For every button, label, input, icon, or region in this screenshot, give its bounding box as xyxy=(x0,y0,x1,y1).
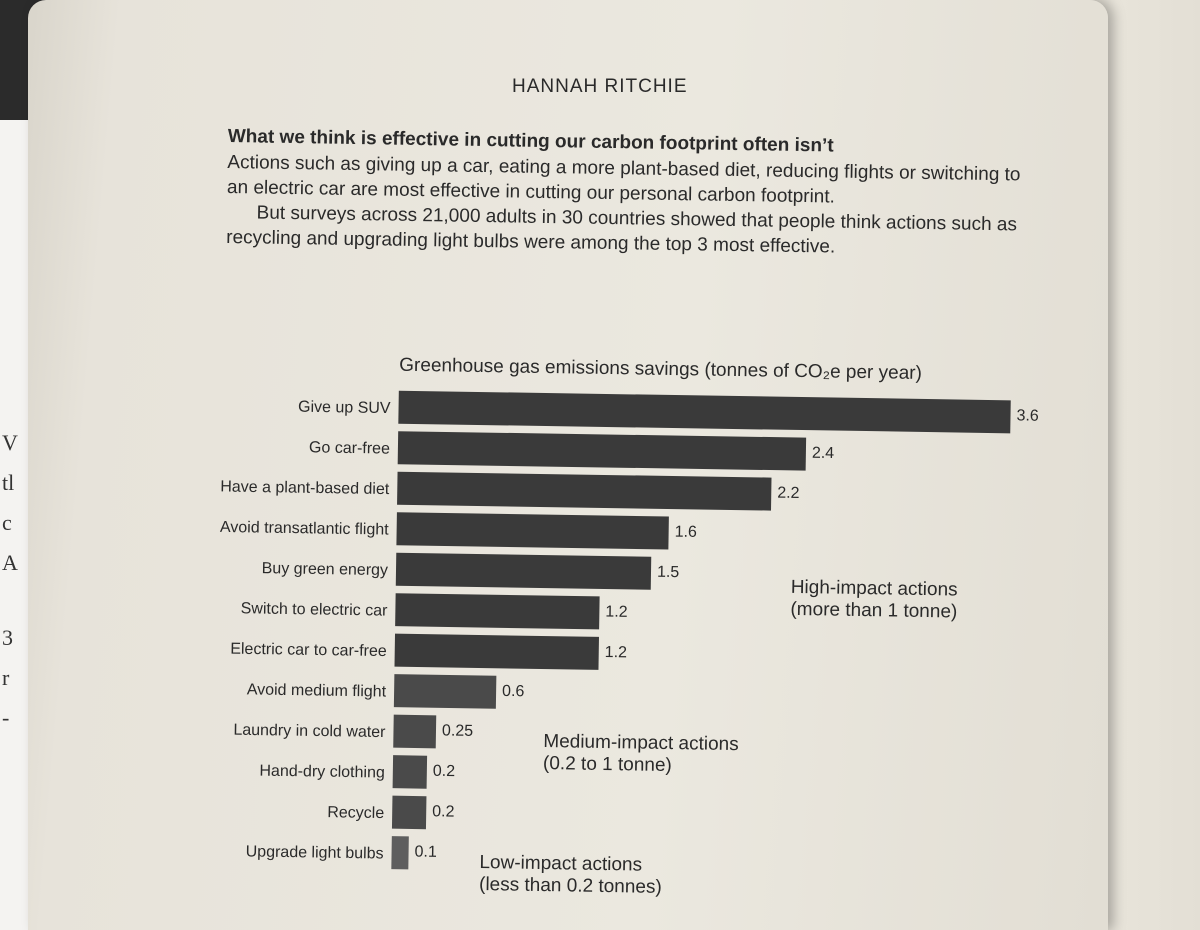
category-label: Have a plant-based diet xyxy=(220,478,390,498)
chart-title: Greenhouse gas emissions savings (tonnes… xyxy=(399,355,922,384)
category-label: Buy green energy xyxy=(262,560,389,579)
value-label: 1.5 xyxy=(657,564,680,581)
value-label: 2.4 xyxy=(812,445,835,462)
bar xyxy=(397,431,807,471)
left-page-fragment: A xyxy=(2,550,18,575)
value-label: 0.2 xyxy=(432,803,455,820)
left-page-fragment: - xyxy=(2,705,10,730)
category-label: Laundry in cold water xyxy=(233,722,386,741)
category-label: Recycle xyxy=(327,804,384,822)
group-sublabel: (less than 0.2 tonnes) xyxy=(479,874,662,898)
group-label: Medium-impact actions xyxy=(543,731,739,755)
left-page-fragment: tl xyxy=(2,470,15,495)
bar xyxy=(393,714,437,749)
value-label: 0.6 xyxy=(502,683,525,700)
left-page-fragment: V xyxy=(2,430,18,455)
value-label: 1.2 xyxy=(605,603,628,620)
group-label: Low-impact actions xyxy=(479,852,642,876)
value-label: 3.6 xyxy=(1016,407,1039,424)
book-page: HANNAH RITCHIE What we think is effectiv… xyxy=(28,0,1108,930)
running-head: HANNAH RITCHIE xyxy=(512,76,688,97)
group-label: High-impact actions xyxy=(791,577,958,601)
value-label: 0.25 xyxy=(442,722,474,739)
category-label: Electric car to car-free xyxy=(230,641,387,660)
emissions-bar-chart: Greenhouse gas emissions savings (tonnes… xyxy=(220,355,1039,898)
page-content: What we think is effective in cutting ou… xyxy=(220,124,1039,898)
category-label: Avoid transatlantic flight xyxy=(220,519,389,539)
left-page-fragment: c xyxy=(2,510,12,535)
category-label: Go car-free xyxy=(309,439,390,457)
bar xyxy=(395,552,652,590)
bar xyxy=(395,593,600,630)
bar xyxy=(398,390,1011,434)
category-label: Upgrade light bulbs xyxy=(246,843,384,862)
category-label: Hand-dry clothing xyxy=(259,763,385,782)
value-label: 2.2 xyxy=(777,485,800,502)
bar xyxy=(392,755,428,789)
bar xyxy=(397,471,772,511)
category-label: Switch to electric car xyxy=(241,600,389,619)
bar xyxy=(391,795,427,830)
bar xyxy=(393,674,497,709)
value-label: 0.1 xyxy=(414,844,437,861)
category-label: Give up SUV xyxy=(298,399,391,417)
value-label: 0.2 xyxy=(433,763,456,780)
bar xyxy=(394,633,599,670)
group-sublabel: (0.2 to 1 tonne) xyxy=(543,753,672,776)
left-page-fragment: 3 xyxy=(2,625,13,650)
group-sublabel: (more than 1 tonne) xyxy=(790,599,957,623)
bar xyxy=(391,836,409,870)
value-label: 1.6 xyxy=(675,524,698,541)
category-label: Avoid medium flight xyxy=(247,681,387,700)
left-page-fragment: r xyxy=(2,665,10,690)
bar xyxy=(396,512,669,550)
value-label: 1.2 xyxy=(605,644,628,661)
